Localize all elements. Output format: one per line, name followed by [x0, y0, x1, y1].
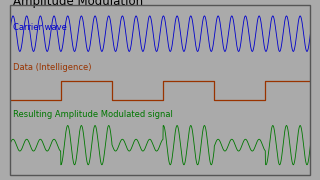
Text: Data (Intelligence): Data (Intelligence): [12, 63, 91, 72]
Text: Amplitude Modulation: Amplitude Modulation: [12, 0, 143, 8]
Text: Carrier wave: Carrier wave: [12, 23, 67, 32]
Text: Resulting Amplitude Modulated signal: Resulting Amplitude Modulated signal: [12, 111, 172, 120]
